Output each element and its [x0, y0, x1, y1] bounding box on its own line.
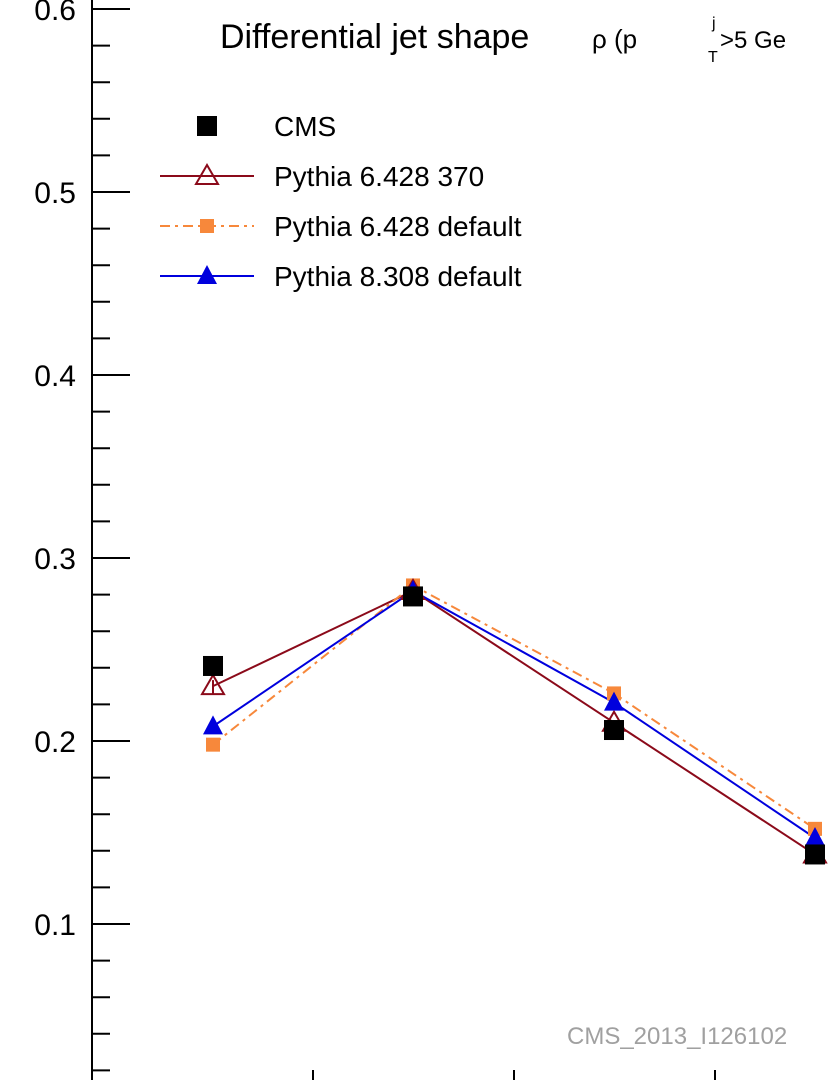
data-point [203, 655, 223, 676]
title-sup: j [711, 15, 716, 32]
legend-marker [194, 163, 220, 185]
legend-label: Pythia 8.308 default [274, 261, 522, 292]
legend-item: Pythia 8.308 default [160, 261, 522, 292]
data-point [604, 720, 624, 741]
title-rho: ρ (p [592, 24, 637, 54]
title-cut: >5 Ge [720, 27, 786, 54]
data-point [604, 691, 624, 711]
data-point [805, 826, 825, 846]
legend: CMS Pythia 6.428 370 Pythia 6.428 default P… [160, 111, 522, 292]
title-main: Differential jet shape [220, 18, 529, 56]
chart-title: Differential jet shape ρ (p j T >5 Ge [220, 15, 786, 66]
legend-marker [197, 265, 217, 284]
legend-marker [197, 116, 217, 136]
legend-label: Pythia 6.428 default [274, 211, 522, 242]
series-line [212, 584, 816, 830]
legend-item: Pythia 6.428 default [160, 211, 522, 242]
series-markers [203, 586, 825, 865]
series-line [212, 589, 816, 839]
y-tick-label: 0.4 [34, 360, 76, 393]
y-tick-label: 0.6 [34, 0, 76, 27]
legend-label: CMS [274, 111, 336, 142]
series-markers [200, 577, 828, 864]
series-markers [206, 578, 822, 836]
y-tick-label: 0.1 [34, 909, 76, 942]
data-point [206, 737, 220, 752]
x-ticks [91, 1070, 716, 1080]
y-tick-label: 0.3 [34, 543, 76, 576]
title-sub: T [708, 49, 718, 66]
series-layer [200, 577, 828, 865]
legend-marker [200, 219, 214, 233]
legend-item: CMS [197, 111, 336, 142]
series-markers [203, 579, 825, 846]
y-tick-label: 0.2 [34, 726, 76, 759]
legend-label: Pythia 6.428 370 [274, 161, 484, 192]
data-point [805, 844, 825, 865]
y-ticks: 0.1 0.2 0.3 0.4 0.5 0.6 [34, 0, 130, 1072]
legend-item: Pythia 6.428 370 [160, 161, 484, 192]
watermark: CMS_2013_I126102 [567, 1023, 787, 1050]
data-point [203, 715, 223, 735]
y-tick-label: 0.5 [34, 177, 76, 210]
series-line [212, 589, 816, 856]
data-point [403, 586, 423, 607]
